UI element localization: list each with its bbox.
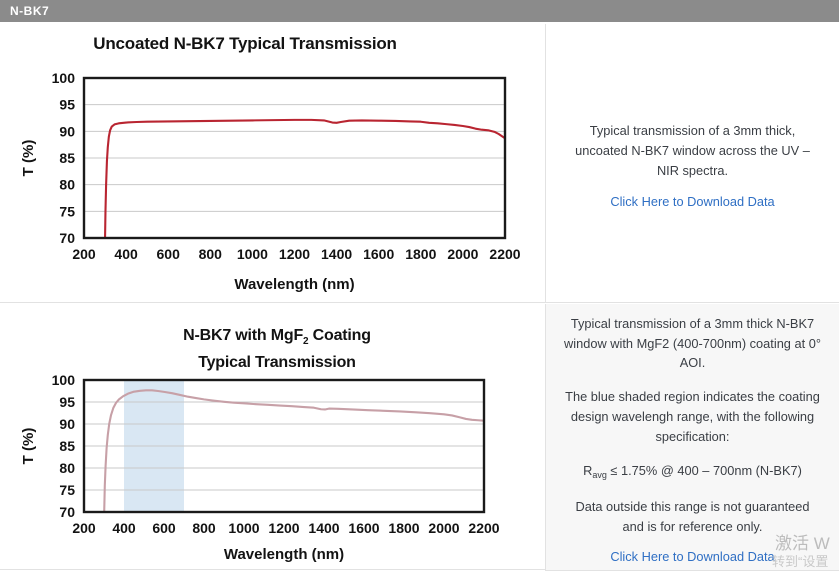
svg-text:400: 400 — [112, 520, 136, 536]
uncoated-caption-text: Typical transmission of a 3mm thick, unc… — [575, 123, 810, 178]
svg-text:800: 800 — [199, 246, 223, 262]
activate-windows-watermark-line1: 激活 W — [775, 534, 830, 553]
svg-text:70: 70 — [59, 504, 75, 520]
coated-chart-title: N-BK7 with MgF2 Coating Typical Transmis… — [0, 325, 554, 373]
coated-chart-title-line1: N-BK7 with MgF2 Coating — [183, 327, 371, 347]
svg-text:1000: 1000 — [228, 520, 259, 536]
svg-text:1200: 1200 — [279, 246, 310, 262]
coated-caption-p2: The blue shaded region indicates the coa… — [565, 389, 820, 444]
svg-text:100: 100 — [52, 70, 76, 86]
svg-text:85: 85 — [59, 438, 75, 454]
svg-text:70: 70 — [59, 230, 75, 246]
svg-text:85: 85 — [59, 150, 75, 166]
uncoated-caption-panel: Typical transmission of a 3mm thick, unc… — [545, 24, 839, 303]
coated-caption-p1: Typical transmission of a 3mm thick N-BK… — [564, 315, 821, 371]
uncoated-chart-xlabel: Wavelength (nm) — [234, 276, 355, 293]
mgf2-subscript: 2 — [303, 336, 309, 347]
svg-text:2000: 2000 — [447, 246, 478, 262]
svg-text:100: 100 — [52, 372, 76, 388]
svg-text:95: 95 — [59, 97, 75, 113]
section-title: N-BK7 — [10, 4, 50, 18]
svg-text:75: 75 — [59, 203, 75, 219]
coated-caption-panel: Typical transmission of a 3mm thick N-BK… — [545, 304, 839, 571]
section-header-bar: N-BK7 — [0, 0, 839, 22]
coated-caption-p3: Data outside this range is not guarantee… — [575, 498, 810, 534]
svg-text:600: 600 — [157, 246, 181, 262]
coated-spec-line: Ravg ≤ 1.75% @ 400 – 700nm (N-BK7) — [583, 462, 802, 480]
svg-text:80: 80 — [59, 460, 75, 476]
uncoated-chart-ylabel: T (%) — [20, 139, 37, 177]
svg-text:90: 90 — [59, 416, 75, 432]
coated-transmission-chart: 70 75 80 85 90 95 100 200 400 600 800 1000 1200 1400 1… — [52, 372, 500, 536]
svg-text:2200: 2200 — [468, 520, 499, 536]
coated-chart-xlabel: Wavelength (nm) — [223, 546, 345, 563]
svg-text:1400: 1400 — [308, 520, 339, 536]
svg-text:800: 800 — [192, 520, 216, 536]
ravg-subscript: avg — [592, 469, 607, 480]
svg-text:200: 200 — [72, 520, 96, 536]
svg-text:1800: 1800 — [405, 246, 436, 262]
svg-text:2000: 2000 — [428, 520, 459, 536]
svg-text:1200: 1200 — [268, 520, 299, 536]
uncoated-chart-cell: Uncoated N-BK7 Typical Transmission 70 75… — [0, 24, 545, 303]
svg-text:90: 90 — [59, 123, 75, 139]
svg-text:75: 75 — [59, 482, 75, 498]
coated-chart-cell: N-BK7 with MgF2 Coating Typical Transmis… — [0, 304, 545, 570]
svg-text:2200: 2200 — [489, 246, 520, 262]
svg-text:1000: 1000 — [237, 246, 268, 262]
svg-text:600: 600 — [152, 520, 176, 536]
coated-chart-title-line2: Typical Transmission — [198, 354, 356, 371]
svg-text:1400: 1400 — [321, 246, 352, 262]
svg-text:95: 95 — [59, 394, 75, 410]
uncoated-download-link[interactable]: Click Here to Download Data — [610, 193, 775, 209]
svg-text:200: 200 — [72, 246, 96, 262]
svg-text:80: 80 — [59, 177, 75, 193]
coated-chart-ylabel: T (%) — [20, 427, 37, 465]
svg-text:1800: 1800 — [388, 520, 419, 536]
coated-download-link[interactable]: Click Here to Download Data — [610, 549, 775, 565]
uncoated-chart-title: Uncoated N-BK7 Typical Transmission — [93, 34, 397, 53]
svg-text:1600: 1600 — [348, 520, 379, 536]
svg-text:1600: 1600 — [363, 246, 394, 262]
activate-windows-watermark-line2: 转到“设置 — [772, 554, 829, 569]
svg-text:400: 400 — [114, 246, 138, 262]
uncoated-transmission-chart: 70 75 80 85 90 95 100 200 400 600 800 1000 1200 1400 1… — [52, 70, 521, 262]
